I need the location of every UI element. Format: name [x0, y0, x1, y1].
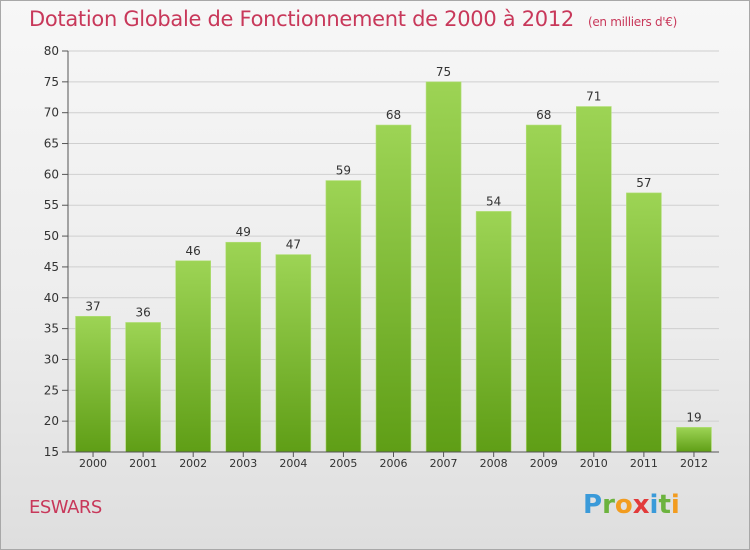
y-tick-label: 60 [44, 167, 59, 181]
x-tick-label: 2001 [129, 457, 157, 470]
bar-2001 [125, 322, 161, 453]
bar-2004 [275, 254, 312, 453]
y-tick-label: 30 [44, 352, 59, 366]
x-tick-label: 2005 [329, 457, 357, 470]
bar-2009 [525, 124, 562, 453]
data-label: 71 [586, 90, 601, 104]
bars-group: 37 36 46 49 47 59 68 75 54 68 71 57 19 [75, 65, 712, 453]
data-label: 68 [536, 108, 551, 122]
data-label: 75 [436, 65, 451, 79]
axes: 15 20 25 30 35 40 45 50 55 60 65 70 75 80 2000 2001 2002… [44, 44, 719, 470]
chart-title-text: Dotation Globale de Fonctionnement de 20… [29, 7, 574, 31]
x-tick-label: 2007 [430, 457, 458, 470]
x-tick-label: 2004 [279, 457, 307, 470]
data-label: 59 [336, 164, 351, 178]
bar-2011 [626, 192, 662, 453]
y-tick-label: 45 [44, 260, 59, 274]
data-label: 36 [135, 305, 150, 319]
logo-letter: x [632, 490, 650, 520]
y-tick-label: 15 [44, 445, 59, 459]
y-tick-label: 80 [44, 44, 59, 58]
x-tick-label: 2009 [530, 457, 558, 470]
chart-title: Dotation Globale de Fonctionnement de 20… [29, 7, 677, 31]
logo-letter: r [602, 490, 615, 520]
y-tick-label: 35 [44, 322, 59, 336]
bar-2003 [225, 241, 262, 453]
data-label: 47 [286, 238, 301, 252]
y-tick-label: 20 [44, 414, 59, 428]
logo-letter: i [670, 490, 680, 520]
bar-2000 [75, 315, 111, 453]
data-label: 54 [486, 194, 501, 208]
proxiti-logo: Proxiti [583, 490, 680, 520]
data-label: 68 [386, 108, 401, 122]
data-label: 46 [186, 244, 201, 258]
commune-name: ESWARS [29, 497, 102, 518]
bar-2002 [175, 260, 211, 453]
y-tick-label: 25 [44, 383, 59, 397]
x-tick-label: 2011 [630, 457, 658, 470]
bar-2005 [325, 180, 362, 453]
y-tick-label: 40 [44, 291, 59, 305]
x-tick-label: 2012 [680, 457, 708, 470]
x-tick-label: 2002 [179, 457, 207, 470]
x-tick-label: 2010 [580, 457, 608, 470]
bar-2006 [375, 124, 412, 453]
data-label: 19 [686, 410, 701, 424]
x-tick-label: 2008 [480, 457, 508, 470]
bar-2012 [676, 427, 712, 453]
bar-2007 [425, 81, 462, 453]
bar-2010 [576, 106, 612, 453]
y-tick-label: 55 [44, 198, 59, 212]
logo-letter: i [649, 490, 659, 520]
logo-letter: t [658, 490, 671, 520]
x-tick-label: 2006 [380, 457, 408, 470]
y-tick-label: 65 [44, 137, 59, 151]
logo-letter: o [614, 490, 633, 520]
x-tick-label: 2003 [229, 457, 257, 470]
data-label: 57 [636, 176, 651, 190]
data-label: 37 [85, 299, 100, 313]
logo-letter: P [583, 490, 603, 520]
bar-2008 [475, 211, 512, 453]
chart-subtitle: (en milliers d'€) [587, 15, 677, 29]
y-tick-label: 70 [44, 106, 59, 120]
y-tick-label: 50 [44, 229, 59, 243]
y-tick-label: 75 [44, 75, 59, 89]
x-tick-label: 2000 [79, 457, 107, 470]
data-label: 49 [236, 225, 251, 239]
